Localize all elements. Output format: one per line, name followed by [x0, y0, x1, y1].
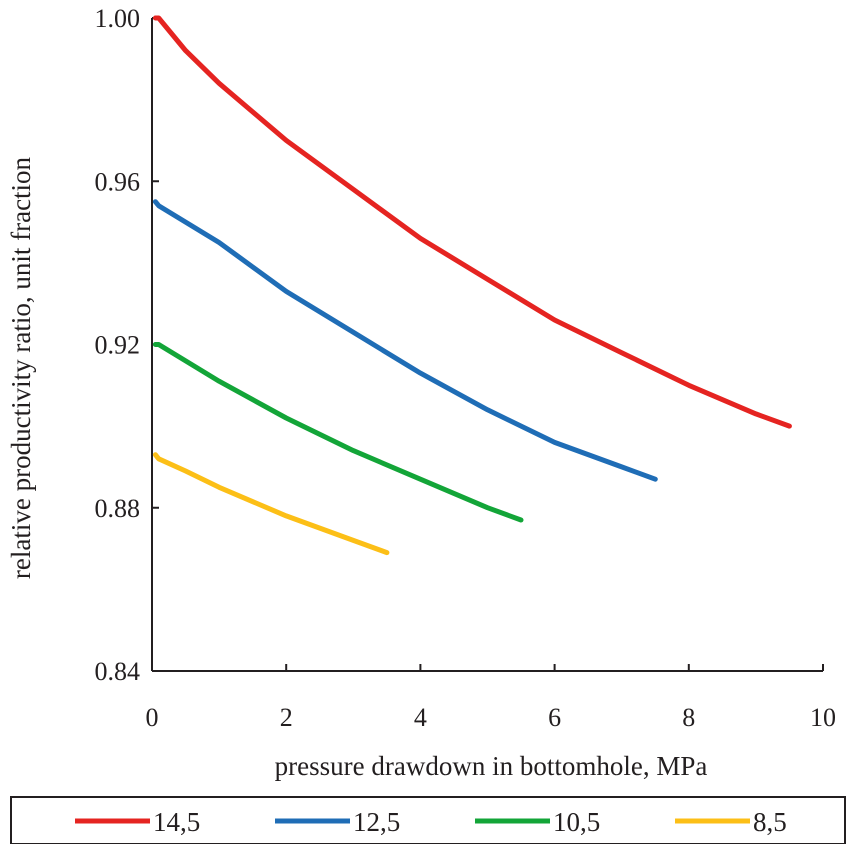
y-axis-title: relative productivity ratio, unit fracti… [6, 156, 36, 579]
series-lines [152, 15, 792, 556]
x-tick-label: 2 [280, 703, 293, 732]
y-tick-label: 0.84 [95, 657, 141, 686]
y-tick-label: 0.88 [95, 494, 141, 523]
series-line-4 [152, 452, 390, 556]
x-tick-label: 6 [548, 703, 561, 732]
legend: 14,5 12,5 10,5 8,5 [10, 796, 846, 844]
plot-area: 0.84 0.88 0.92 0.96 1.00 0 2 4 6 8 10 [95, 4, 837, 732]
y-tick-label: 0.96 [95, 167, 141, 196]
x-ticks: 0 2 4 6 8 10 [146, 664, 836, 732]
legend-items: 14,5 12,5 10,5 8,5 [75, 807, 787, 837]
x-tick-label: 10 [810, 703, 836, 732]
x-axis-title: pressure drawdown in bottomhole, MPa [275, 751, 708, 781]
series-line-3 [152, 342, 524, 523]
y-ticks: 0.84 0.88 0.92 0.96 1.00 [95, 4, 159, 686]
legend-label-1: 14,5 [153, 807, 200, 837]
y-tick-label: 1.00 [95, 4, 141, 33]
y-tick-label: 0.92 [95, 331, 141, 360]
x-tick-label: 0 [146, 703, 159, 732]
series-line-2 [152, 199, 658, 482]
x-tick-label: 8 [682, 703, 695, 732]
series-line-1 [152, 15, 792, 429]
legend-label-4: 8,5 [753, 807, 787, 837]
x-tick-label: 4 [414, 703, 427, 732]
legend-label-2: 12,5 [353, 807, 400, 837]
legend-label-3: 10,5 [553, 807, 600, 837]
